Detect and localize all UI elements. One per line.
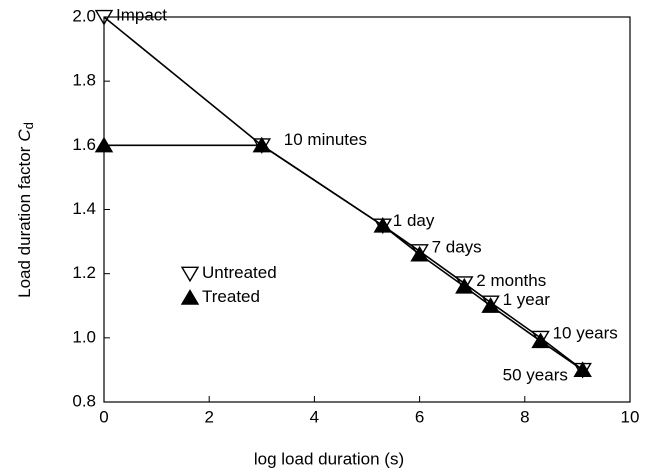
y-tick-label: 2.0 <box>72 6 96 25</box>
x-tick-label: 6 <box>415 407 424 426</box>
marker <box>481 295 500 312</box>
series-line <box>103 16 584 371</box>
marker <box>94 136 114 153</box>
point-label: 2 months <box>476 271 546 290</box>
y-tick-label: 1.0 <box>72 327 96 346</box>
marker <box>94 9 114 26</box>
x-tick-label: 10 <box>621 407 640 426</box>
x-tick-label: 4 <box>310 407 319 426</box>
marker <box>481 297 500 313</box>
series-line <box>104 144 584 371</box>
y-tick-label: 1.2 <box>72 263 96 282</box>
point-label: 50 years <box>503 365 568 384</box>
y-label-symbol: C <box>15 129 34 142</box>
y-label-text: Load duration factor <box>15 146 34 298</box>
point-label: 10 years <box>553 323 618 342</box>
marker <box>373 216 393 233</box>
legend-label: Treated <box>202 287 260 306</box>
marker <box>455 276 474 292</box>
marker <box>252 136 272 153</box>
marker <box>410 245 429 262</box>
marker <box>573 361 592 378</box>
y-tick-label: 1.4 <box>72 199 96 218</box>
x-axis-label: log load duration (s) <box>254 449 404 468</box>
marker <box>410 244 429 260</box>
x-tick-label: 8 <box>520 407 529 426</box>
y-tick-label: 1.6 <box>72 135 96 154</box>
legend-marker <box>180 266 200 283</box>
legend-label: Untreated <box>202 263 277 282</box>
x-tick-label: 0 <box>99 407 108 426</box>
point-label: 1 day <box>393 211 435 230</box>
marker <box>531 332 550 349</box>
marker <box>531 330 550 347</box>
y-tick-label: 1.8 <box>72 71 96 90</box>
legend-marker <box>180 289 200 305</box>
plot-frame <box>103 16 631 403</box>
y-label-subscript: d <box>21 122 36 129</box>
marker <box>455 277 474 294</box>
point-label: 10 minutes <box>284 130 367 149</box>
point-label: Impact <box>116 5 167 24</box>
point-label: 7 days <box>432 238 482 257</box>
point-label: 1 year <box>503 290 551 309</box>
x-tick-label: 2 <box>204 407 213 426</box>
y-axis-label: Load duration factor Cd <box>15 122 36 298</box>
y-tick-label: 0.8 <box>72 391 96 410</box>
